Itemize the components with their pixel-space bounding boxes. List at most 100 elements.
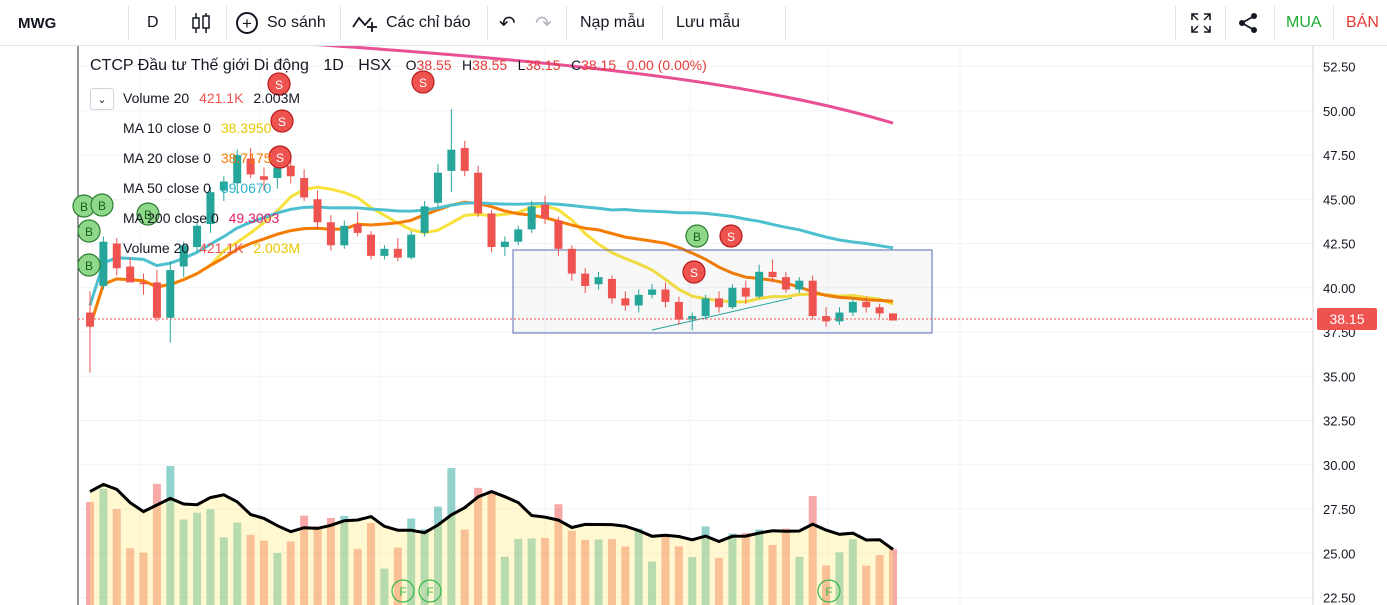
buy-signal-marker[interactable]: B [136,202,160,226]
buy-signal-marker[interactable]: B [685,224,709,248]
candle-body [741,287,750,297]
price-axis-labels[interactable]: 52.5050.0047.5045.0042.5040.0037.5035.00… [1323,60,1356,605]
indicator-value: 421.1K [199,240,244,256]
indicator-name: MA 20 close 0 [123,150,211,166]
marker-label: S [419,76,427,90]
volume-bars [86,466,897,605]
sell-signal-marker[interactable]: S [270,109,294,133]
candle-body [554,220,563,249]
interval-selector[interactable]: D [147,14,159,31]
legend-collapse-button[interactable]: ⌄ [90,88,114,110]
volume-bar [674,546,683,605]
candle-body [862,301,871,308]
price-tick-label: 52.50 [1323,60,1356,75]
indicator-name: Volume 20 [123,90,190,106]
symbol-search[interactable]: MWG [18,14,57,32]
share-button[interactable] [1237,0,1259,46]
other-signal-marker[interactable]: F [418,579,442,603]
candle-body [527,206,536,230]
toolbar-divider [487,6,488,40]
volume-bar [233,522,242,605]
volume-bar [514,538,523,605]
price-tick-label: 47.50 [1323,148,1356,163]
legend-ma200-row[interactable]: MA 200 close 0 49.3003 [123,210,279,226]
candlestick-icon [192,13,210,33]
open-value: 38.55 [416,57,452,73]
buy-signal-marker[interactable]: B [77,253,101,277]
legend-ma10-row[interactable]: MA 10 close 0 38.3950 [123,120,271,136]
toolbar-divider [340,6,341,40]
price-tick-label: 30.00 [1323,458,1356,473]
buy-signal-marker[interactable]: B [90,193,114,217]
volume-bar [179,519,188,605]
candle-body [420,206,429,233]
volume-ma-fill [90,484,893,605]
other-signal-marker[interactable]: F [391,579,415,603]
sell-signal-marker[interactable]: S [268,145,292,169]
price-tick-label: 25.00 [1323,546,1356,561]
marker-circle [136,202,160,226]
indicator-value: 39.0670 [220,180,272,196]
candle-body [380,248,389,256]
sell-button[interactable]: BÁN [1346,14,1379,31]
ma50-line [88,201,894,306]
trend-line-drawing[interactable] [651,297,793,331]
legend-volume-ma-row[interactable]: Volume 20 421.1K 2.003M [123,240,300,256]
volume-bar [86,501,94,605]
sell-signal-marker[interactable]: S [719,224,743,248]
sell-signal-marker[interactable]: S [411,70,435,94]
legend-ma50-row[interactable]: MA 50 close 0 39.0670 [123,180,271,196]
volume-bar [139,552,148,605]
candlesticks [86,108,897,373]
load-template-button[interactable]: Nạp mẫu [580,14,645,31]
indicator-name: MA 10 close 0 [123,120,211,136]
range-rectangle-drawing[interactable] [512,249,933,334]
chart-type-button[interactable] [188,0,214,46]
volume-bar [581,539,590,605]
buy-signal-marker[interactable]: B [77,219,101,243]
indicators-button[interactable]: Các chỉ báo [352,0,471,46]
buy-button[interactable]: MUA [1286,14,1322,31]
candle-body [460,147,469,171]
toolbar-divider [662,6,663,40]
volume-bar [500,556,509,605]
legend-volume-row[interactable]: Volume 20 421.1K 2.003M [123,90,300,106]
candle-body [179,245,188,267]
candle-body [835,312,844,322]
candle-body [326,222,335,246]
sell-signal-marker[interactable]: S [682,260,706,284]
candle-body [688,316,697,320]
compare-button[interactable]: + So sánh [236,0,326,46]
volume-bar [112,509,121,605]
volume-bar [286,541,295,605]
sell-signal-marker[interactable]: S [267,72,291,96]
indicator-name: Volume 20 [123,240,190,256]
marker-circle [391,579,415,603]
volume-bar [795,556,804,605]
volume-bar [474,487,483,605]
undo-button[interactable]: ↶ [499,0,516,46]
save-template-button[interactable]: Lưu mẫu [676,14,741,31]
legend-interval: 1D [323,57,344,74]
candle-body [112,243,121,269]
candle-body [313,199,322,223]
marker-label: S [275,78,283,92]
price-tick-label: 50.00 [1323,104,1356,119]
volume-bar [126,548,135,605]
redo-button[interactable]: ↷ [535,0,552,46]
other-signal-marker[interactable]: F [817,579,841,603]
legend-ma20-row[interactable]: MA 20 close 0 38.7175 [123,150,271,166]
undo-icon: ↶ [499,12,516,35]
volume-bar [607,539,616,605]
candle-body [715,298,724,308]
volume-bar [447,468,456,605]
candle-body [407,234,416,258]
fullscreen-button[interactable] [1190,0,1212,46]
volume-bar [393,547,402,605]
volume-bar [193,512,202,605]
candle-body [353,224,362,233]
marker-label: B [85,225,93,239]
marker-label: B [85,259,93,273]
candle-body [300,178,309,198]
